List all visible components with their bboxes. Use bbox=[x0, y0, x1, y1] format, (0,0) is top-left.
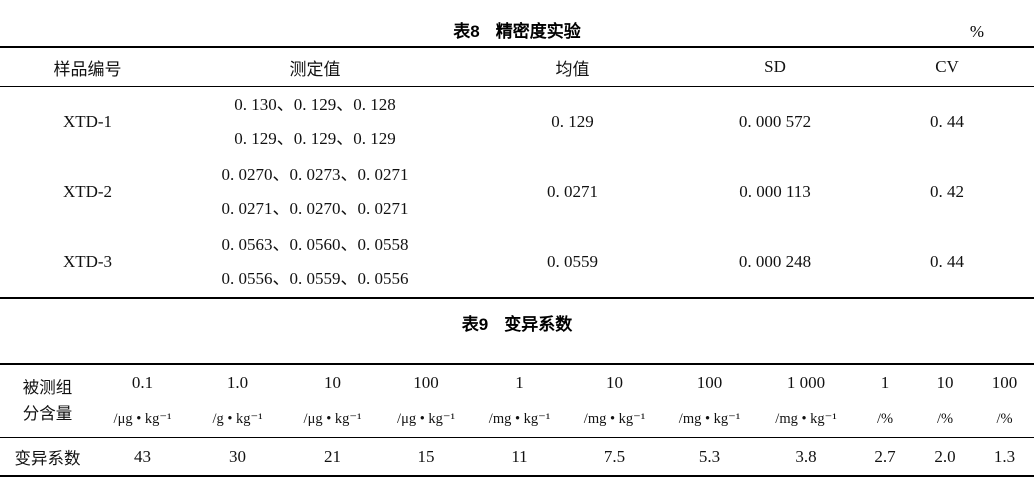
table-row: XTD-3 0. 0563、0. 0560、0. 0558 0. 0556、0.… bbox=[0, 227, 1034, 298]
coefficient-of-variation-table: 被测组 分含量 0.1 1.0 10 100 1 10 100 1 000 1 … bbox=[0, 363, 1034, 477]
content-unit-cell: /mg • kg⁻¹ bbox=[757, 401, 855, 438]
cv-value-cell: 3.8 bbox=[795, 446, 817, 466]
cv-value-cell: 2.7 bbox=[874, 446, 896, 466]
table9-caption: 表9 变异系数 bbox=[0, 311, 1034, 339]
content-unit-cell: /μg • kg⁻¹ bbox=[285, 401, 380, 438]
content-row-label-line2: 分含量 bbox=[22, 404, 73, 423]
table-row: XTD-1 0. 130、0. 129、0. 128 0. 129、0. 129… bbox=[0, 87, 1034, 158]
content-unit-cell: /g • kg⁻¹ bbox=[190, 401, 285, 438]
content-value-cell: 100 bbox=[696, 373, 723, 392]
table8-header-measured-values: 测定值 bbox=[175, 47, 455, 87]
sd-cell: 0. 000 113 bbox=[739, 182, 811, 201]
cv-cell: 0. 44 bbox=[930, 112, 964, 131]
cv-cell: 0. 42 bbox=[930, 182, 964, 201]
measured-values-line2: 0. 0556、0. 0559、0. 0556 bbox=[221, 269, 409, 288]
content-unit-row: /μg • kg⁻¹ /g • kg⁻¹ /μg • kg⁻¹ /μg • kg… bbox=[0, 401, 1034, 438]
sample-id-cell: XTD-1 bbox=[62, 112, 113, 131]
sample-id-cell: XTD-3 bbox=[62, 252, 113, 271]
content-unit-cell: /mg • kg⁻¹ bbox=[472, 401, 567, 438]
content-value-cell: 1 bbox=[515, 373, 524, 392]
measured-values-cell: 0. 130、0. 129、0. 128 0. 129、0. 129、0. 12… bbox=[175, 87, 455, 158]
content-value-cell: 1 000 bbox=[786, 373, 826, 392]
table-row: XTD-2 0. 0270、0. 0273、0. 0271 0. 0271、0.… bbox=[0, 157, 1034, 227]
table8-unit-note: % bbox=[969, 22, 984, 41]
cv-value-cell: 30 bbox=[229, 446, 246, 466]
content-unit-cell: /μg • kg⁻¹ bbox=[380, 401, 472, 438]
cv-value-cell: 21 bbox=[324, 446, 341, 466]
content-unit-cell: /% bbox=[855, 401, 915, 438]
content-row-label: 被测组 分含量 bbox=[0, 364, 95, 438]
content-value-cell: 10 bbox=[606, 373, 623, 392]
cv-value-cell: 2.0 bbox=[934, 446, 956, 466]
content-value-cell: 100 bbox=[413, 373, 439, 392]
mean-cell: 0. 0271 bbox=[547, 182, 598, 201]
mean-cell: 0. 129 bbox=[551, 112, 594, 131]
content-unit-cell: /% bbox=[975, 401, 1034, 438]
content-value-cell: 10 bbox=[936, 373, 954, 392]
content-unit-cell: /mg • kg⁻¹ bbox=[662, 401, 757, 438]
table9-caption-title: 变异系数 bbox=[504, 315, 573, 334]
measured-values-line1: 0. 0563、0. 0560、0. 0558 bbox=[221, 235, 409, 254]
measured-values-cell: 0. 0270、0. 0273、0. 0271 0. 0271、0. 0270、… bbox=[175, 157, 455, 227]
content-value-cell: 1 bbox=[880, 373, 890, 392]
content-value-row: 被测组 分含量 0.1 1.0 10 100 1 10 100 1 000 1 … bbox=[0, 364, 1034, 438]
cv-value-cell: 43 bbox=[134, 446, 151, 466]
measured-values-line1: 0. 0270、0. 0273、0. 0271 bbox=[221, 165, 409, 184]
table9-caption-label: 表9 bbox=[461, 315, 489, 334]
table8-caption-label: 表8 bbox=[453, 22, 480, 41]
content-unit-cell: /μg • kg⁻¹ bbox=[95, 401, 190, 438]
measured-values-line1: 0. 130、0. 129、0. 128 bbox=[234, 95, 396, 114]
cv-cell: 0. 44 bbox=[930, 252, 964, 271]
content-unit-cell: /% bbox=[915, 401, 975, 438]
measured-values-line2: 0. 0271、0. 0270、0. 0271 bbox=[221, 199, 409, 218]
content-value-cell: 10 bbox=[324, 373, 341, 392]
mean-cell: 0. 0559 bbox=[547, 252, 598, 271]
table8-caption: 表8 精密度实验 % bbox=[0, 0, 1034, 46]
sd-cell: 0. 000 248 bbox=[738, 252, 812, 271]
content-value-cell: 1.0 bbox=[226, 373, 249, 392]
cv-row: 变异系数 43 30 21 15 11 7.5 5.3 3.8 2.7 2.0 … bbox=[0, 438, 1034, 477]
cv-value-cell: 11 bbox=[511, 446, 528, 466]
measured-values-cell: 0. 0563、0. 0560、0. 0558 0. 0556、0. 0559、… bbox=[175, 227, 455, 298]
table8-header-sd: SD bbox=[690, 47, 860, 87]
cv-value-cell: 15 bbox=[417, 446, 435, 466]
measured-values-line2: 0. 129、0. 129、0. 129 bbox=[234, 129, 396, 148]
sample-id-cell: XTD-2 bbox=[62, 182, 113, 201]
precision-experiment-table: 样品编号 测定值 均值 SD CV XTD-1 0. 130、0. 129、0.… bbox=[0, 46, 1034, 299]
table8-header-cv: CV bbox=[860, 47, 1034, 87]
content-value-cell: 0.1 bbox=[131, 373, 154, 392]
sd-cell: 0. 000 572 bbox=[738, 112, 812, 131]
cv-value-cell: 1.3 bbox=[993, 446, 1016, 466]
content-row-label-line1: 被测组 bbox=[22, 378, 73, 397]
cv-value-cell: 5.3 bbox=[698, 446, 721, 466]
table8-header-sample-id: 样品编号 bbox=[0, 47, 175, 87]
cv-row-label: 变异系数 bbox=[14, 448, 81, 468]
content-unit-cell: /mg • kg⁻¹ bbox=[567, 401, 662, 438]
table8-header-row: 样品编号 测定值 均值 SD CV bbox=[0, 47, 1034, 87]
table8-header-mean: 均值 bbox=[455, 47, 690, 87]
content-value-cell: 100 bbox=[991, 373, 1018, 392]
cv-value-cell: 7.5 bbox=[603, 446, 626, 466]
table8-caption-title: 精密度实验 bbox=[495, 22, 581, 41]
